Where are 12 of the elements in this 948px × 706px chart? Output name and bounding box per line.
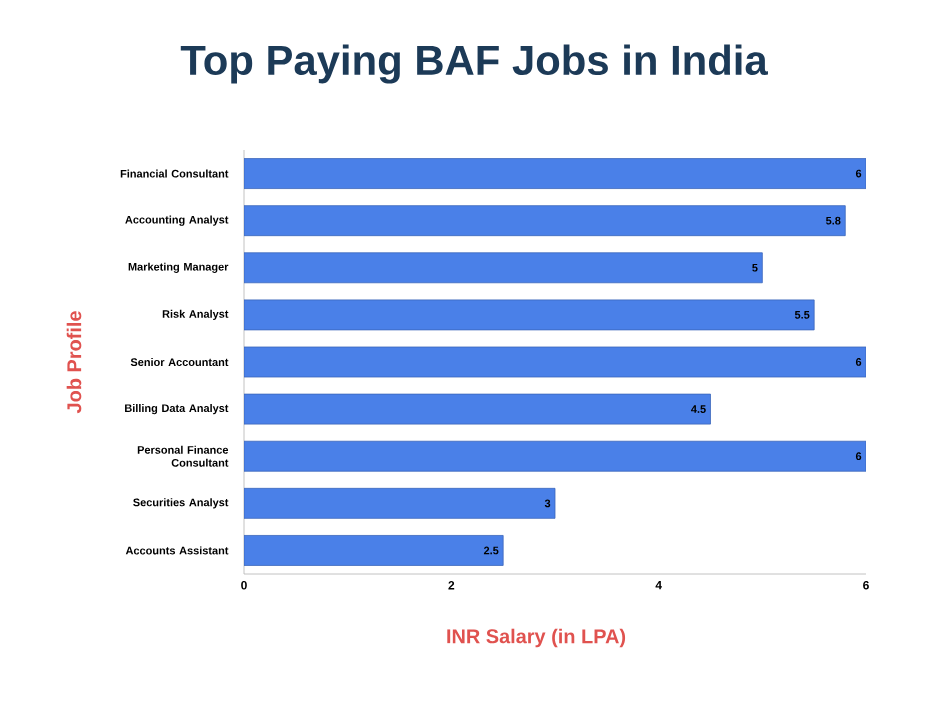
bar	[244, 487, 556, 519]
bar	[244, 535, 504, 566]
bar	[244, 440, 866, 472]
y-axis-title: Job Profile	[66, 311, 82, 414]
bar	[244, 346, 866, 378]
bar	[244, 158, 866, 189]
chart-title: Top Paying BAF Jobs in India	[180, 44, 768, 84]
bar	[244, 393, 711, 425]
x-axis-title: INR Salary (in LPA)	[447, 628, 626, 648]
bar	[244, 205, 846, 237]
bar	[244, 252, 763, 284]
bar	[244, 299, 815, 331]
